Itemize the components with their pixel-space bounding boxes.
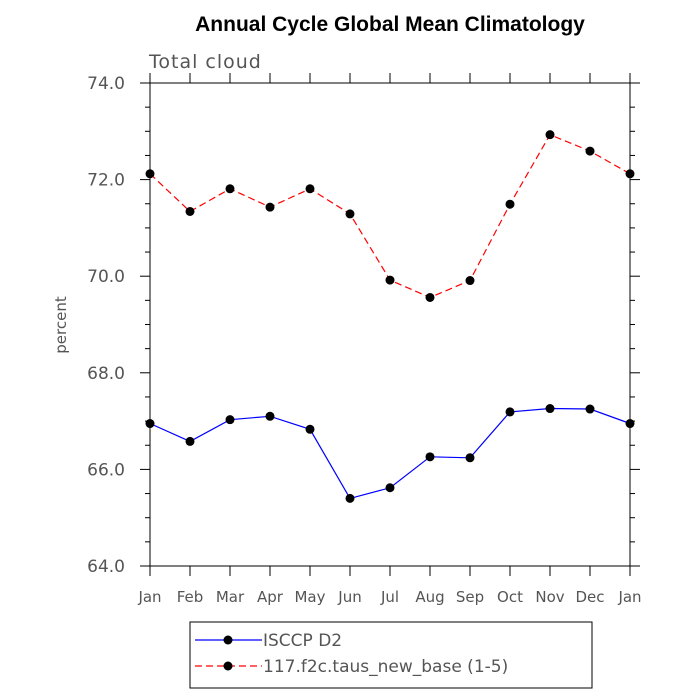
series-layer <box>145 130 635 503</box>
legend-marker-1 <box>223 635 233 645</box>
series-2-point <box>625 169 635 179</box>
series-1-point <box>625 419 635 429</box>
series-2-point <box>505 199 515 209</box>
y-tick-label: 66.0 <box>87 460 125 480</box>
x-tick-label: Nov <box>535 588 564 606</box>
series-2-point <box>585 146 595 156</box>
series-1-point <box>545 404 555 414</box>
x-tick-label: Oct <box>497 588 523 606</box>
series-2-point <box>345 209 355 219</box>
y-tick-label: 70.0 <box>87 267 125 287</box>
chart-title: Annual Cycle Global Mean Climatology <box>195 13 585 36</box>
series-2-point <box>225 184 235 194</box>
series-2-point <box>545 130 555 140</box>
x-tick-label: Mar <box>216 588 245 606</box>
series-1-point <box>305 424 315 434</box>
x-tick-label: Aug <box>415 588 444 606</box>
series-2-point <box>305 184 315 194</box>
x-tick-label: Dec <box>575 588 604 606</box>
y-tick-label: 72.0 <box>87 171 125 191</box>
series-2-point <box>385 275 395 285</box>
series-1-point <box>585 404 595 414</box>
series-2-point <box>465 276 475 286</box>
series-2-point <box>185 206 195 216</box>
y-axis-label: percent <box>52 296 70 354</box>
x-tick-label: Feb <box>177 588 204 606</box>
x-tick-label: Jun <box>337 588 361 606</box>
series-1-point <box>265 411 275 421</box>
legend: ISCCP D2 117.f2c.taus_new_base (1-5) <box>189 621 593 689</box>
series-1-point <box>505 407 515 417</box>
x-axis: Jan Feb Mar Apr May Jun Jul Aug Sep Oct Nov Dec Jan <box>137 73 642 606</box>
plot-frame <box>149 82 631 567</box>
series-1-point <box>465 453 475 463</box>
x-tick-label: Apr <box>257 588 284 606</box>
y-tick-label: 64.0 <box>87 557 125 577</box>
series-1-point <box>145 419 155 429</box>
series-1-point <box>385 483 395 493</box>
y-tick-label: 74.0 <box>87 74 125 94</box>
x-tick-label: Jan <box>137 588 161 606</box>
legend-box <box>189 621 593 689</box>
y-tick-label: 68.0 <box>87 364 125 384</box>
legend-label-1: ISCCP D2 <box>263 631 342 651</box>
series-1-point <box>185 436 195 446</box>
series-2-point <box>425 292 435 302</box>
series-1-point <box>225 415 235 425</box>
series-2-point <box>145 169 155 179</box>
x-tick-label: Jul <box>380 588 399 606</box>
legend-label-2: 117.f2c.taus_new_base (1-5) <box>263 657 508 677</box>
series-line-2 <box>149 133 631 299</box>
x-tick-label: Jan <box>617 588 641 606</box>
legend-marker-2 <box>223 661 233 671</box>
series-1-point <box>425 452 435 462</box>
series-2-point <box>265 202 275 212</box>
x-tick-label: Sep <box>456 588 484 606</box>
x-tick-label: May <box>294 588 325 606</box>
y-axis: 64.0 66.0 68.0 70.0 72.0 74.0 <box>87 74 640 577</box>
chart-subtitle: Total cloud <box>148 51 262 73</box>
series-1-point <box>345 493 355 503</box>
